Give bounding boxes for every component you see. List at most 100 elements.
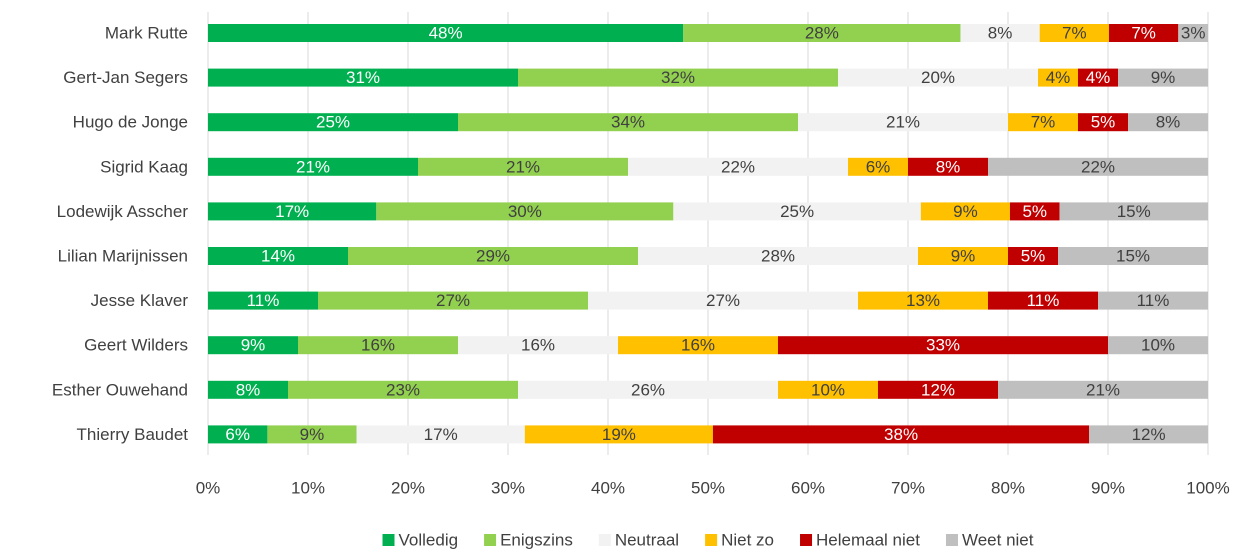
data-label: 21% — [1086, 380, 1120, 399]
legend-label: Neutraal — [615, 531, 679, 550]
bar-segment — [1128, 113, 1208, 132]
data-label: 15% — [1117, 202, 1151, 221]
bar-segment — [1009, 202, 1060, 221]
legend-swatch — [484, 534, 497, 546]
bar-segment — [376, 202, 674, 221]
data-label: 4% — [1046, 68, 1071, 87]
bar-segment — [1078, 113, 1128, 132]
legend-label: Niet zo — [721, 531, 774, 550]
bar-segment — [838, 68, 1038, 87]
bar-segment — [638, 247, 918, 265]
data-label: 7% — [1062, 24, 1087, 43]
data-label: 12% — [921, 380, 955, 399]
data-label: 12% — [1132, 425, 1166, 444]
data-label: 16% — [681, 336, 715, 355]
data-label: 9% — [951, 247, 976, 266]
data-label: 8% — [936, 157, 961, 176]
x-tick-label: 20% — [391, 479, 425, 498]
data-label: 13% — [906, 291, 940, 310]
bar-segment — [298, 336, 458, 355]
data-label: 22% — [721, 157, 755, 176]
bar-segment — [288, 380, 518, 399]
data-label: 16% — [521, 336, 555, 355]
data-label: 27% — [436, 291, 470, 310]
data-label: 5% — [1021, 247, 1046, 266]
data-label: 34% — [611, 113, 645, 132]
data-label: 21% — [886, 113, 920, 132]
bar-segment — [208, 113, 458, 132]
bar-segment — [1108, 24, 1179, 42]
bar-segment — [1008, 113, 1078, 132]
bar-segment — [348, 247, 638, 265]
data-label: 22% — [1081, 157, 1115, 176]
data-label: 7% — [1031, 113, 1056, 132]
legend-swatch — [705, 534, 718, 546]
bar-segment — [518, 380, 778, 399]
bar-segment — [1058, 247, 1208, 265]
data-label: 9% — [953, 202, 978, 221]
data-label: 28% — [761, 247, 795, 266]
bar-segment — [998, 380, 1208, 399]
data-label: 9% — [241, 336, 266, 355]
bar-segment — [618, 336, 778, 355]
data-label: 27% — [706, 291, 740, 310]
legend-label: Enigszins — [500, 531, 573, 550]
bar-segment — [1108, 336, 1208, 355]
data-label: 19% — [602, 425, 636, 444]
data-label: 11% — [247, 291, 280, 310]
x-tick-label: 50% — [691, 479, 725, 498]
bar-segment — [208, 425, 268, 444]
bar-segment — [960, 24, 1040, 42]
legend-swatch — [945, 534, 958, 546]
bar-segment — [878, 380, 998, 399]
data-label: 20% — [921, 68, 955, 87]
data-label: 25% — [780, 202, 814, 221]
data-label: 31% — [346, 68, 380, 87]
bar-segment — [798, 113, 1008, 132]
data-label: 17% — [275, 202, 309, 221]
y-tick-label: Hugo de Jonge — [73, 113, 188, 132]
x-tick-label: 40% — [591, 479, 625, 498]
y-tick-label: Sigrid Kaag — [100, 157, 188, 176]
bar-segment — [356, 425, 525, 444]
data-label: 4% — [1086, 68, 1111, 87]
legend-swatch — [800, 534, 813, 546]
data-label: 30% — [508, 202, 542, 221]
data-label: 15% — [1116, 247, 1150, 266]
x-tick-label: 10% — [291, 479, 325, 498]
x-tick-label: 90% — [1091, 479, 1125, 498]
data-label: 38% — [884, 425, 918, 444]
bar-segment — [588, 291, 858, 310]
bar-segment — [1039, 24, 1109, 42]
data-label: 9% — [300, 425, 325, 444]
legend-label: Weet niet — [962, 531, 1034, 550]
bar-segment — [920, 202, 1010, 221]
data-label: 26% — [631, 380, 665, 399]
bar-segment — [518, 68, 838, 87]
data-label: 23% — [386, 380, 420, 399]
x-tick-label: 80% — [991, 479, 1025, 498]
bar-segment — [1118, 68, 1208, 87]
bar-segment — [848, 157, 908, 176]
data-label: 3% — [1181, 24, 1206, 43]
bar-segment — [267, 425, 357, 444]
y-tick-label: Mark Rutte — [105, 24, 188, 43]
bar-segment — [1089, 425, 1208, 444]
y-tick-label: Lilian Marijnissen — [58, 247, 188, 266]
bar-segment — [858, 291, 988, 310]
bar-segment — [778, 336, 1108, 355]
bar-segment — [1098, 291, 1208, 310]
x-tick-label: 60% — [791, 479, 825, 498]
bar-segment — [988, 157, 1208, 176]
x-tick-label: 0% — [196, 479, 221, 498]
data-label: 8% — [236, 380, 261, 399]
bar-segment — [208, 24, 684, 42]
bar-segment — [208, 247, 348, 265]
data-label: 7% — [1131, 24, 1156, 43]
bar-segment — [908, 157, 988, 176]
bar-segment — [1038, 68, 1078, 87]
data-label: 16% — [361, 336, 395, 355]
data-label: 6% — [225, 425, 250, 444]
data-label: 6% — [866, 157, 891, 176]
